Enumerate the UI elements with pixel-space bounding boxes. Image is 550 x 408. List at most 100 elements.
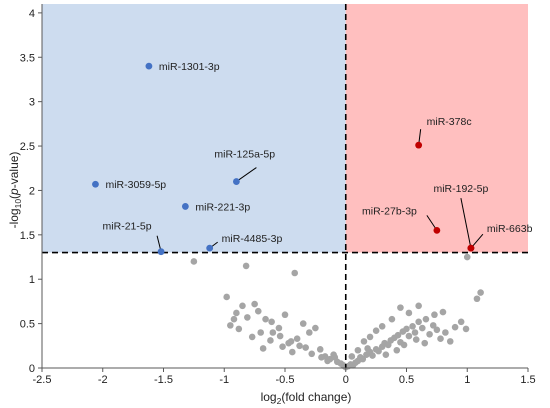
significant-point xyxy=(157,248,165,256)
ns-point xyxy=(235,325,243,333)
ns-point xyxy=(397,304,404,311)
ns-point xyxy=(393,346,401,354)
ns-point xyxy=(405,309,413,317)
ns-point xyxy=(318,354,325,361)
ns-point xyxy=(262,315,269,323)
significant-point xyxy=(145,62,153,70)
significant-point xyxy=(181,203,189,210)
downregulated-region xyxy=(42,4,346,253)
point-label: miR-663b xyxy=(487,223,533,235)
point-label: miR-378c xyxy=(427,116,472,128)
ns-point xyxy=(251,300,258,308)
ns-point xyxy=(415,318,422,326)
ns-point xyxy=(227,322,234,329)
ns-point xyxy=(293,335,301,343)
ns-point xyxy=(279,343,286,350)
x-tick-label: -2.5 xyxy=(33,374,52,386)
ns-point xyxy=(312,324,319,332)
ns-point xyxy=(400,341,408,349)
ns-point xyxy=(463,253,471,261)
ns-point xyxy=(291,269,299,277)
ns-point xyxy=(239,302,246,310)
ns-point xyxy=(248,333,256,341)
ns-point xyxy=(421,339,429,347)
y-tick-label: 4 xyxy=(29,8,35,20)
point-label: miR-3059-5p xyxy=(105,179,166,191)
ns-point xyxy=(276,332,284,340)
ns-point xyxy=(433,326,441,334)
point-label: miR-192-5p xyxy=(433,183,488,195)
ns-point xyxy=(331,354,339,361)
ns-point xyxy=(411,329,419,336)
x-tick-label: 0.5 xyxy=(399,374,414,386)
significant-point xyxy=(206,244,214,252)
ns-point xyxy=(429,322,437,329)
ns-point xyxy=(281,311,289,319)
ns-point xyxy=(366,333,374,341)
x-tick-label: -0.5 xyxy=(276,374,295,386)
ns-point xyxy=(426,330,433,338)
x-tick-label: 1.5 xyxy=(520,374,535,386)
y-axis-title: -log10(p-value) xyxy=(7,152,23,229)
ns-point xyxy=(299,320,307,327)
ns-point xyxy=(269,329,277,336)
point-label: miR-221-3p xyxy=(195,201,250,213)
ns-point xyxy=(230,315,238,323)
y-axis-ticks: 0 0.5 1 1.5 2 2.5 3 3.5 4 xyxy=(20,8,42,375)
ns-point xyxy=(348,353,356,360)
y-tick-label: 0 xyxy=(29,363,35,375)
ns-point xyxy=(267,337,274,344)
label-leader-line xyxy=(236,167,257,182)
ns-point xyxy=(388,315,396,323)
ns-point xyxy=(288,348,296,356)
ns-point xyxy=(257,329,265,336)
ns-point xyxy=(287,338,295,345)
ns-point xyxy=(477,289,484,296)
point-label: miR-1301-3p xyxy=(159,61,220,73)
y-tick-label: 3 xyxy=(29,97,35,109)
ns-point xyxy=(382,351,390,358)
significant-points: miR-1301-3p miR-125a-5p miR-3059-5p miR-221… xyxy=(92,61,533,256)
ns-point xyxy=(364,345,371,352)
y-axis-title-paren: ( xyxy=(7,195,21,199)
y-tick-label: 2 xyxy=(29,185,35,197)
ns-point xyxy=(324,357,331,365)
ns-point xyxy=(268,318,275,326)
ns-point xyxy=(369,352,376,359)
x-tick-label: -1 xyxy=(219,374,229,386)
point-label: miR-27b-3p xyxy=(362,205,417,217)
ns-point xyxy=(308,350,316,358)
ns-point xyxy=(223,293,230,301)
ns-point xyxy=(412,336,420,343)
significant-point xyxy=(433,226,441,234)
ns-point xyxy=(403,325,410,333)
ns-point xyxy=(372,327,380,335)
ns-point xyxy=(316,346,324,353)
ns-point xyxy=(462,325,470,333)
x-tick-label: -2 xyxy=(98,374,108,386)
ns-point xyxy=(275,324,283,332)
ns-point xyxy=(306,329,313,336)
y-axis-title-rest: -value) xyxy=(7,152,21,189)
point-label: miR-21-5p xyxy=(103,221,152,233)
ns-point xyxy=(296,342,303,350)
y-tick-label: 2.5 xyxy=(20,141,35,153)
ns-point xyxy=(375,347,382,355)
ns-point xyxy=(473,295,481,303)
ns-point xyxy=(437,335,444,343)
ns-point xyxy=(409,322,416,330)
x-axis-title-sub: 2 xyxy=(277,396,282,406)
significant-point xyxy=(415,141,423,149)
significant-point xyxy=(233,178,240,185)
ns-point xyxy=(254,307,262,315)
y-axis-title-italic: p xyxy=(7,188,21,196)
x-tick-label: 1 xyxy=(464,374,470,386)
ns-point xyxy=(242,262,250,270)
y-tick-label: 1.5 xyxy=(20,230,35,242)
ns-point xyxy=(190,258,198,265)
label-leader-line xyxy=(460,198,472,249)
ns-point xyxy=(405,332,413,340)
ns-point xyxy=(451,323,459,331)
y-tick-label: 3.5 xyxy=(20,52,35,64)
